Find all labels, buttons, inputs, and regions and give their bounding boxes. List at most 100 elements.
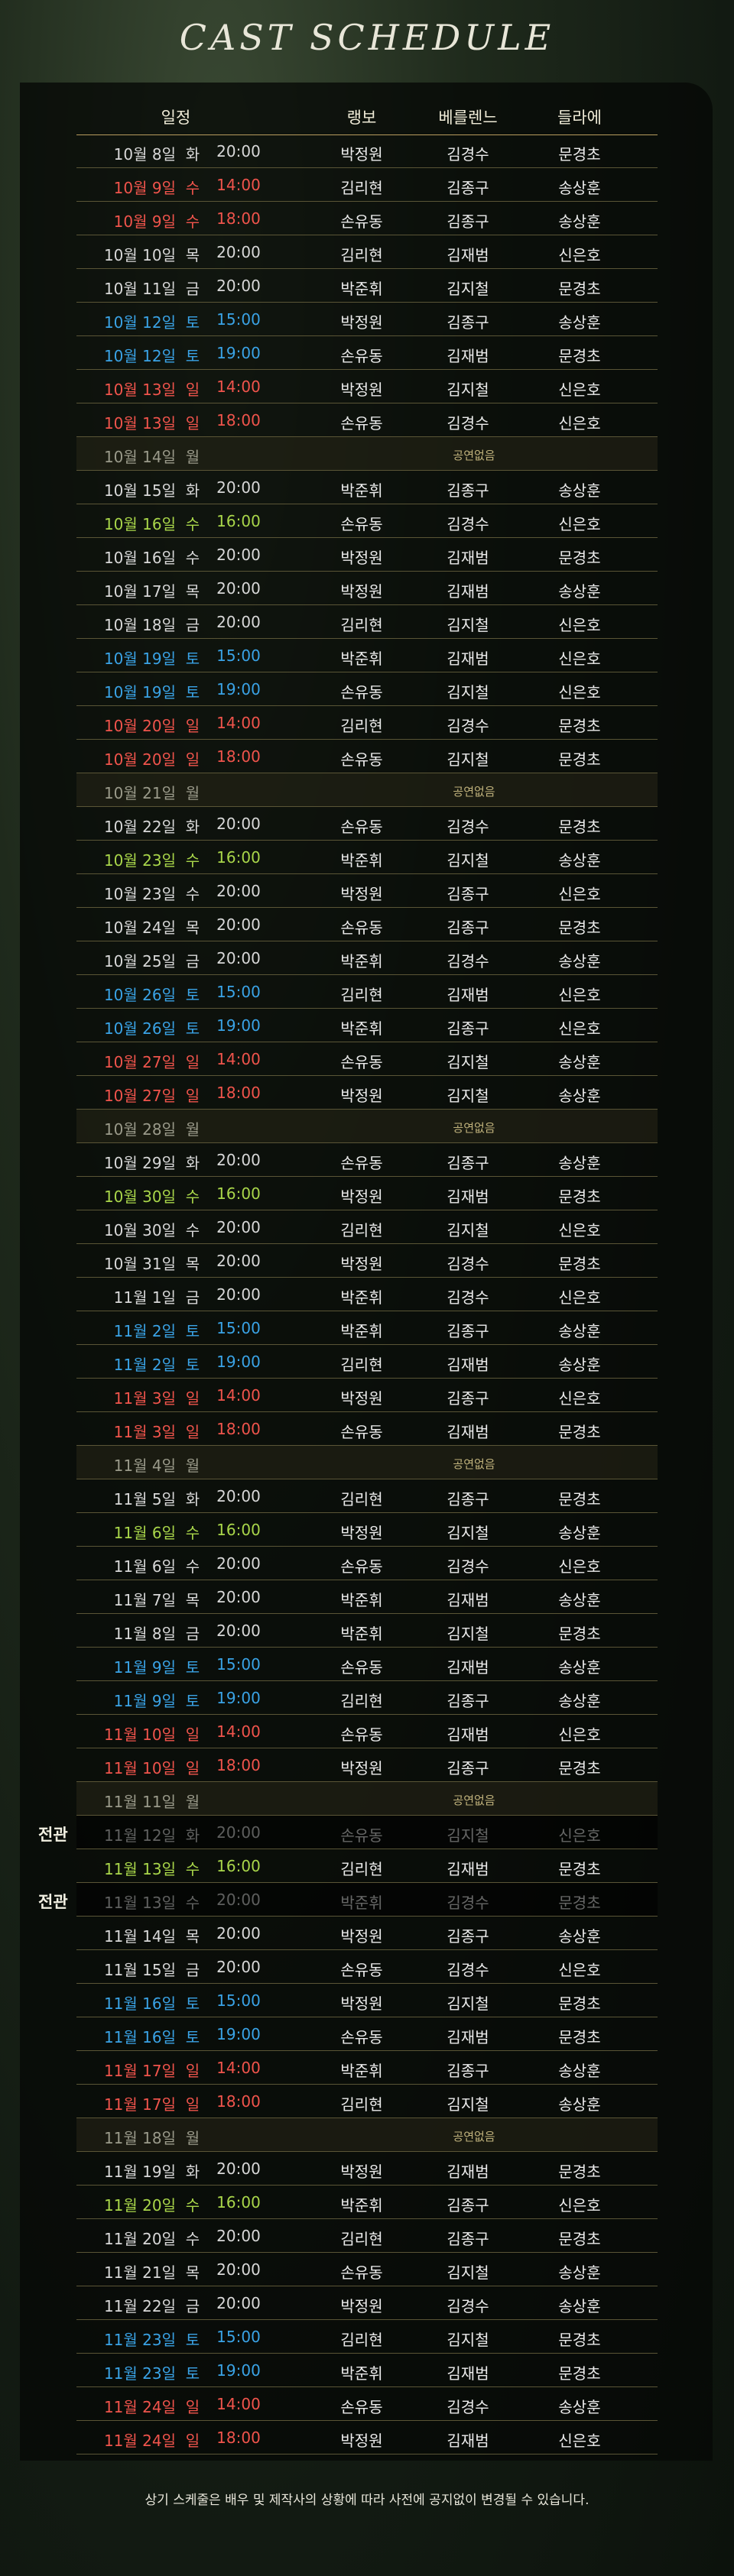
schedule-row: 11월 15일 금 20:00 손유동 김경수 신은호 bbox=[76, 1950, 658, 1984]
row-day: 수 bbox=[185, 885, 200, 903]
row-day: 토 bbox=[185, 2364, 200, 2383]
row-cast-a: 박준휘 bbox=[340, 2062, 383, 2080]
row-cast-b: 김경수 bbox=[447, 414, 489, 433]
row-day: 토 bbox=[185, 683, 200, 702]
row-time: 15:00 bbox=[216, 646, 261, 665]
row-day: 금 bbox=[185, 952, 200, 970]
row-day: 금 bbox=[185, 1625, 200, 1643]
row-cast-b: 김종구 bbox=[447, 481, 489, 500]
schedule-row: 10월 20일 일 14:00 김리현 김경수 문경초 bbox=[76, 706, 658, 740]
schedule-row: 11월 13일 수 16:00 김리현 김재범 문경초 bbox=[76, 1849, 658, 1883]
row-cast-a: 김리현 bbox=[340, 1221, 383, 1239]
row-date: 10월 18일 bbox=[103, 616, 176, 634]
row-cast-a: 김리현 bbox=[340, 1860, 383, 1878]
row-cast-b: 김종구 bbox=[447, 2062, 489, 2080]
row-time: 18:00 bbox=[216, 2092, 261, 2111]
row-cast-a: 박정원 bbox=[340, 2163, 383, 2181]
schedule-row: 11월 22일 금 20:00 박정원 김경수 송상훈 bbox=[76, 2286, 658, 2320]
row-cast-a: 김리현 bbox=[340, 1692, 383, 1710]
row-time: 14:00 bbox=[216, 377, 261, 396]
schedule-row: 10월 13일 일 18:00 손유동 김경수 신은호 bbox=[76, 403, 658, 437]
row-cast-b: 김경수 bbox=[447, 1255, 489, 1273]
row-cast-b: 김재범 bbox=[447, 1591, 489, 1609]
schedule-row: 11월 24일 일 14:00 손유동 김경수 송상훈 bbox=[76, 2387, 658, 2421]
row-date: 10월 12일 bbox=[103, 347, 176, 365]
schedule-row: 10월 25일 금 20:00 박준휘 김경수 송상훈 bbox=[76, 941, 658, 975]
header-schedule: 일정 bbox=[161, 109, 191, 127]
row-date: 11월 17일 bbox=[103, 2062, 176, 2080]
row-day: 일 bbox=[185, 1053, 200, 1071]
row-cast-b: 김경수 bbox=[447, 952, 489, 970]
row-day: 금 bbox=[185, 1961, 200, 1979]
row-cast-b: 김지철 bbox=[447, 851, 489, 870]
row-cast-c: 문경초 bbox=[558, 818, 601, 836]
row-cast-a: 손유동 bbox=[340, 1423, 383, 1441]
schedule-row: 10월 16일 수 20:00 박정원 김재범 문경초 bbox=[76, 538, 658, 572]
row-cast-a: 손유동 bbox=[340, 414, 383, 433]
row-day: 수 bbox=[185, 212, 200, 231]
row-day: 토 bbox=[185, 1692, 200, 1710]
row-date: 10월 29일 bbox=[103, 1154, 176, 1172]
row-date: 10월 24일 bbox=[103, 919, 176, 937]
row-date: 10월 13일 bbox=[103, 414, 176, 433]
row-date: 10월 9일 bbox=[113, 212, 176, 231]
row-date: 10월 20일 bbox=[103, 750, 176, 769]
row-date: 10월 19일 bbox=[103, 650, 176, 668]
schedule-row-no-show: 11월 18일 월 공연없음 bbox=[76, 2118, 658, 2152]
row-cast-b: 김종구 bbox=[447, 313, 489, 332]
row-time: 20:00 bbox=[216, 949, 261, 967]
schedule-row-no-show: 10월 14일 월 공연없음 bbox=[76, 437, 658, 471]
row-cast-c: 신은호 bbox=[558, 1389, 601, 1408]
row-date: 11월 3일 bbox=[113, 1423, 176, 1441]
row-date: 11월 6일 bbox=[113, 1524, 176, 1542]
row-date: 10월 25일 bbox=[103, 952, 176, 970]
row-day: 월 bbox=[185, 1793, 200, 1811]
row-cast-a: 손유동 bbox=[340, 515, 383, 533]
row-day: 수 bbox=[185, 2196, 200, 2215]
row-day: 수 bbox=[185, 549, 200, 567]
schedule-row: 11월 10일 일 18:00 박정원 김종구 문경초 bbox=[76, 1748, 658, 1782]
row-day: 토 bbox=[185, 1322, 200, 1340]
row-day: 일 bbox=[185, 2398, 200, 2416]
row-time: 15:00 bbox=[216, 1655, 261, 1674]
schedule-row-no-show: 10월 28일 월 공연없음 bbox=[76, 1110, 658, 1143]
row-date: 10월 11일 bbox=[103, 280, 176, 298]
row-cast-a: 박준휘 bbox=[340, 2196, 383, 2215]
row-day: 화 bbox=[185, 1490, 200, 1508]
schedule-row: 10월 17일 목 20:00 박정원 김재범 송상훈 bbox=[76, 572, 658, 605]
row-cast-c: 신은호 bbox=[558, 1961, 601, 1979]
row-date: 11월 10일 bbox=[103, 1725, 176, 1744]
row-day: 일 bbox=[185, 1087, 200, 1105]
row-time: 18:00 bbox=[216, 1084, 261, 1102]
row-day: 목 bbox=[185, 919, 200, 937]
row-cast-b: 김종구 bbox=[447, 1154, 489, 1172]
row-day: 금 bbox=[185, 280, 200, 298]
row-cast-c: 문경초 bbox=[558, 1490, 601, 1508]
schedule-row: 11월 3일 일 18:00 손유동 김재범 문경초 bbox=[76, 1412, 658, 1446]
row-cast-b: 김지철 bbox=[447, 280, 489, 298]
row-date: 10월 23일 bbox=[103, 885, 176, 903]
row-cast-c: 문경초 bbox=[558, 549, 601, 567]
row-cast-c: 송상훈 bbox=[558, 1591, 601, 1609]
schedule-row: 11월 2일 토 15:00 박준휘 김종구 송상훈 bbox=[76, 1311, 658, 1345]
row-cast-c: 신은호 bbox=[558, 381, 601, 399]
row-time: 20:00 bbox=[216, 579, 261, 598]
row-cast-c: 송상훈 bbox=[558, 952, 601, 970]
row-date: 10월 9일 bbox=[113, 179, 176, 197]
row-time: 20:00 bbox=[216, 2227, 261, 2245]
schedule-row: 11월 13일 수 20:00 박준휘 김경수 문경초 bbox=[76, 1883, 658, 1917]
row-date: 10월 13일 bbox=[103, 381, 176, 399]
schedule-row: 10월 9일 수 18:00 손유동 김종구 송상훈 bbox=[76, 202, 658, 235]
row-date: 10월 10일 bbox=[103, 246, 176, 264]
row-cast-c: 문경초 bbox=[558, 1860, 601, 1878]
row-day: 월 bbox=[185, 1456, 200, 1475]
row-cast-a: 박준휘 bbox=[340, 851, 383, 870]
row-cast-a: 손유동 bbox=[340, 818, 383, 836]
row-time: 18:00 bbox=[216, 747, 261, 766]
row-cast-a: 박준휘 bbox=[340, 952, 383, 970]
row-cast-c: 신은호 bbox=[558, 1557, 601, 1576]
row-day: 월 bbox=[185, 784, 200, 802]
row-time: 20:00 bbox=[216, 1588, 261, 1606]
sold-out-label: 전관 bbox=[38, 1826, 68, 1844]
row-no-show-note: 공연없음 bbox=[453, 1793, 495, 1807]
